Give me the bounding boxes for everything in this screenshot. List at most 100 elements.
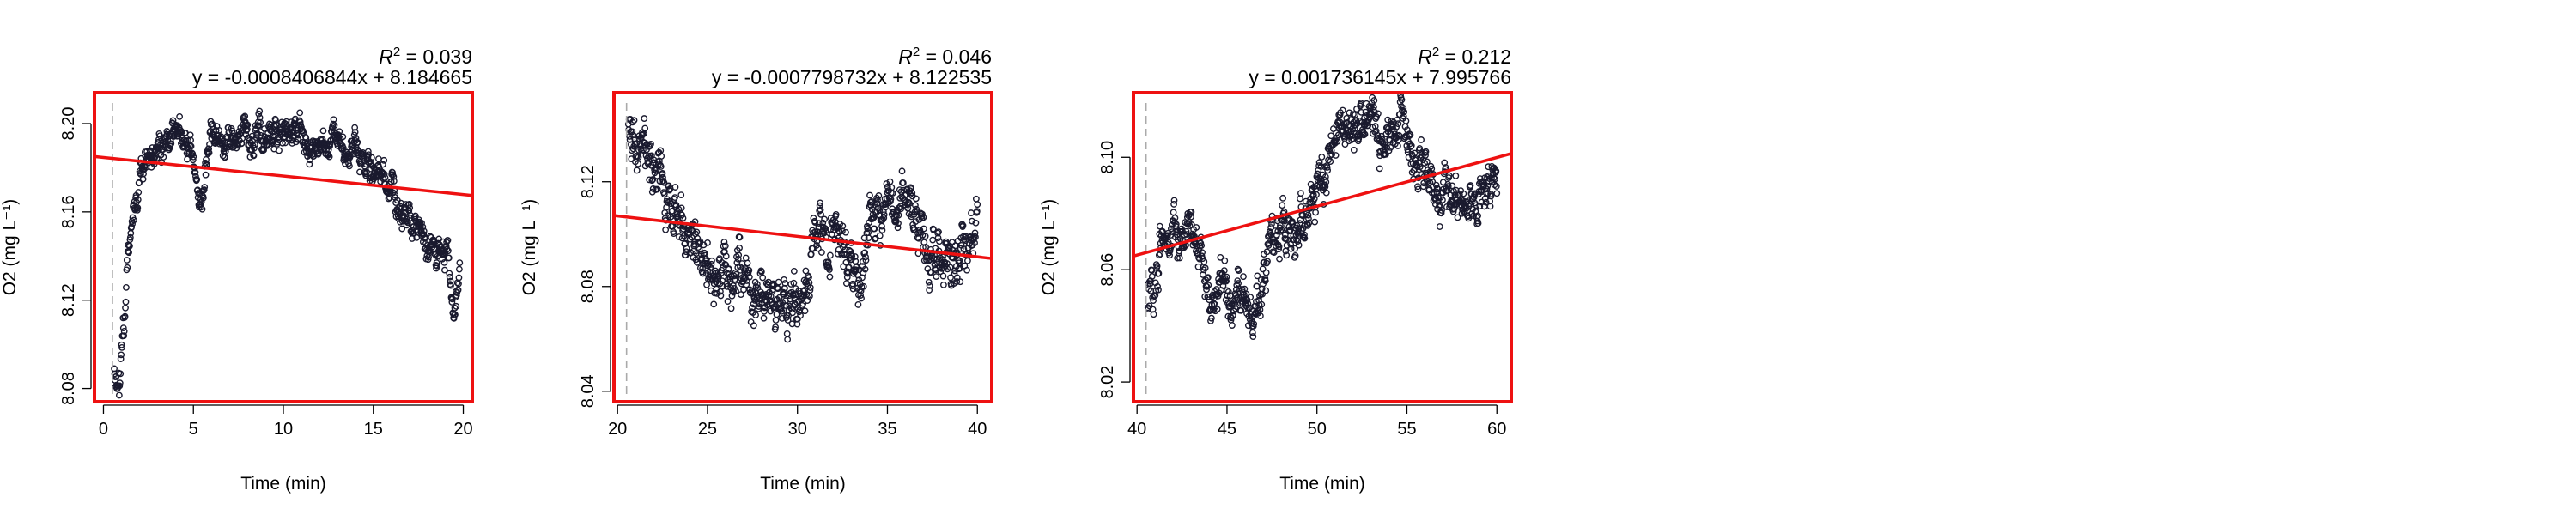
data-point <box>790 267 798 275</box>
regression-equation: y = -0.0008406844x + 8.184665 <box>192 66 472 88</box>
data-point <box>772 317 780 324</box>
data-point <box>1170 197 1178 204</box>
data-point <box>1400 105 1407 112</box>
data-point <box>1334 138 1341 145</box>
data-point <box>244 121 252 129</box>
data-point <box>1156 222 1163 230</box>
r2-label: R2 = 0.039 <box>379 45 472 68</box>
data-point <box>135 189 143 196</box>
data-point <box>272 117 279 124</box>
data-point <box>446 273 453 281</box>
data-point <box>1493 190 1501 197</box>
data-point <box>936 238 943 245</box>
data-point <box>1258 300 1266 308</box>
x-axis-label: Time (min) <box>760 474 846 494</box>
data-point <box>862 257 870 264</box>
data-point <box>1176 254 1183 262</box>
data-point <box>708 257 715 264</box>
data-point <box>198 205 206 213</box>
y-tick-label: 8.04 <box>579 374 598 408</box>
data-point <box>330 120 337 128</box>
data-point <box>136 179 143 186</box>
data-point <box>1249 333 1257 340</box>
data-point <box>707 264 714 271</box>
regression-line <box>94 154 473 197</box>
data-point <box>1323 164 1331 171</box>
data-point <box>1170 201 1177 208</box>
data-point <box>1297 195 1303 203</box>
data-point <box>1437 209 1445 217</box>
data-point <box>817 199 824 207</box>
data-point <box>906 200 914 208</box>
data-point <box>1394 136 1402 143</box>
data-point <box>898 167 906 175</box>
data-point <box>882 203 889 211</box>
x-tick-label: 50 <box>1308 420 1327 439</box>
data-point <box>1193 224 1200 231</box>
data-point <box>325 153 333 161</box>
data-point <box>1384 116 1392 124</box>
data-point <box>866 191 873 199</box>
data-point <box>633 167 641 174</box>
data-point <box>629 128 636 136</box>
data-point <box>635 160 641 167</box>
data-point <box>1465 215 1473 222</box>
data-point <box>120 328 128 335</box>
data-point <box>772 324 780 331</box>
panel-2: R2 = 0.046 y = -0.0007798732x + 8.122535… <box>519 45 993 494</box>
data-point <box>717 288 724 295</box>
x-tick-label: 30 <box>788 420 807 439</box>
data-point <box>759 274 767 282</box>
data-point <box>649 176 657 183</box>
data-point <box>951 242 959 250</box>
data-point <box>1322 179 1330 185</box>
data-point <box>761 307 768 315</box>
data-point <box>861 249 869 257</box>
data-point <box>815 220 823 227</box>
data-point <box>331 122 338 130</box>
data-point <box>1414 185 1422 193</box>
data-point <box>1474 220 1482 227</box>
data-point <box>453 302 460 310</box>
data-point <box>1332 152 1340 159</box>
data-point <box>1419 183 1427 191</box>
data-point <box>379 161 386 168</box>
data-point <box>745 266 753 274</box>
data-point <box>814 245 822 252</box>
data-point <box>749 289 756 296</box>
data-point <box>360 154 368 161</box>
data-point <box>653 185 661 193</box>
data-point <box>641 124 649 132</box>
data-point <box>1153 263 1161 270</box>
data-point <box>1352 121 1359 129</box>
data-point <box>1402 118 1410 124</box>
data-point <box>957 278 964 286</box>
data-point <box>849 285 857 293</box>
data-point <box>1226 302 1234 310</box>
data-point <box>821 215 828 223</box>
data-point <box>1291 252 1299 259</box>
data-point <box>702 255 710 263</box>
data-point <box>799 300 807 307</box>
data-point <box>964 257 971 264</box>
data-point <box>1309 191 1317 199</box>
data-point <box>646 176 653 184</box>
data-point <box>842 280 850 287</box>
y-tick-label: 8.12 <box>59 283 78 317</box>
data-point <box>257 118 264 126</box>
data-point <box>671 194 678 202</box>
data-point <box>201 184 209 191</box>
data-point <box>1289 218 1296 226</box>
data-point <box>815 223 823 231</box>
data-point <box>1352 111 1359 118</box>
data-point <box>1204 275 1211 282</box>
data-point <box>258 129 264 136</box>
data-point <box>1294 228 1302 236</box>
data-point <box>875 192 883 199</box>
data-point <box>123 257 131 264</box>
data-point <box>826 266 833 273</box>
data-point <box>1394 117 1400 124</box>
data-point <box>889 190 896 197</box>
data-point <box>973 208 981 215</box>
data-point <box>629 131 637 139</box>
